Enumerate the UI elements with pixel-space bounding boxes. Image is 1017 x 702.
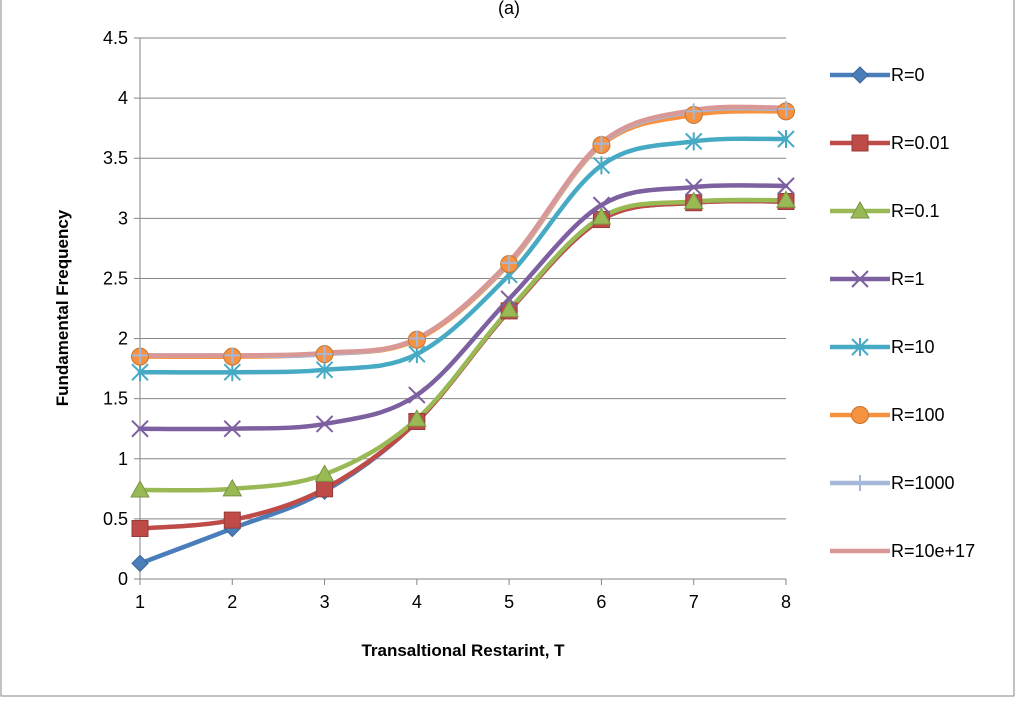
- x-tick-label: 4: [412, 592, 422, 612]
- y-tick-label: 4.5: [103, 28, 128, 48]
- data-point-r-1000: [593, 135, 610, 152]
- data-point-r-1: [408, 386, 426, 404]
- data-point-r-0-1: [683, 191, 704, 210]
- x-tick-labels: 1 2 3 4 5 6 7 8: [135, 592, 791, 612]
- x-tick-label: 6: [596, 592, 606, 612]
- data-point-r-0-01: [316, 480, 334, 498]
- data-point-r-0: [131, 554, 149, 573]
- data-point-r-1: [592, 196, 611, 214]
- series-line-r-10: [137, 136, 789, 375]
- data-point-r-1000: [408, 330, 425, 347]
- legend-label-r-0-1: R=0.1: [891, 201, 940, 221]
- data-point-r-0-1: [222, 478, 243, 497]
- data-point-r-10: [223, 363, 241, 382]
- y-tick-label: 0.5: [103, 509, 128, 529]
- x-tick-label: 1: [135, 592, 145, 612]
- series-line-r-10e-17: [137, 104, 789, 358]
- data-point-r-1: [500, 290, 518, 308]
- x-tick-label: 2: [227, 592, 237, 612]
- legend-label-r-0: R=0: [891, 65, 925, 85]
- y-tick-label: 4: [118, 88, 128, 108]
- data-point-r-1000: [316, 346, 333, 363]
- legend-label-r-1000: R=1000: [891, 473, 955, 493]
- x-tick-label: 8: [781, 592, 791, 612]
- y-tick-label: 1: [118, 449, 128, 469]
- y-tick-label: 0: [118, 569, 128, 589]
- legend-marker-r-1000: [852, 475, 868, 491]
- y-tick-label: 3.5: [103, 148, 128, 168]
- data-point-r-0-1: [130, 480, 150, 498]
- legend-marker-r-0-01: [851, 134, 869, 152]
- chart-title: (a): [498, 0, 520, 18]
- data-point-r-0-1: [499, 299, 519, 318]
- data-point-r-1: [685, 178, 703, 196]
- legend-marker-r-0-1: [850, 200, 870, 219]
- data-point-r-10: [592, 156, 611, 175]
- gridlines: [140, 37, 786, 520]
- y-axis-title: Fundamental Frequency: [53, 209, 72, 406]
- data-point-r-0-1: [314, 464, 335, 482]
- legend-label-r-0-01: R=0.01: [891, 133, 950, 153]
- data-point-r-10: [131, 363, 149, 382]
- x-tick-label: 5: [504, 592, 514, 612]
- data-point-r-0-01: [223, 511, 241, 529]
- series-lines: [137, 104, 789, 566]
- legend: R=0 R=0.01 R=0.1 R=1 R=10 R=100 R=1000 R=10e+17: [830, 65, 975, 561]
- x-axis-title: Transaltional Restarint, T: [361, 641, 565, 660]
- y-tick-label: 3: [118, 208, 128, 228]
- data-point-r-1000: [224, 347, 241, 364]
- legend-label-r-10e-17: R=10e+17: [891, 541, 975, 561]
- series-line-r-0-1: [137, 197, 789, 493]
- x-tick-label: 3: [320, 592, 330, 612]
- data-point-r-1000: [501, 254, 518, 271]
- data-point-r-0-1: [776, 190, 796, 208]
- data-point-r-1: [777, 177, 795, 195]
- data-point-r-0-1: [591, 207, 612, 225]
- data-point-r-1000: [132, 347, 148, 364]
- data-point-r-1: [223, 420, 241, 438]
- series-line-r-1: [137, 183, 789, 432]
- data-point-r-10: [685, 132, 703, 151]
- data-point-r-10: [315, 360, 334, 379]
- series-markers: [130, 100, 796, 573]
- data-point-r-0-01: [131, 520, 149, 538]
- y-tick-label: 2.5: [103, 268, 128, 288]
- legend-marker-r-100: [851, 406, 869, 424]
- y-tick-labels: 0 0.5 1 1.5 2 2.5 3 3.5 4 4.5: [103, 28, 128, 589]
- y-tick-label: 1.5: [103, 389, 128, 409]
- legend-label-r-10: R=10: [891, 337, 935, 357]
- legend-marker-r-10: [851, 338, 869, 356]
- y-tick-label: 2: [118, 329, 128, 349]
- data-point-r-10: [777, 129, 795, 148]
- data-point-r-1: [131, 420, 149, 438]
- data-point-r-0-1: [407, 409, 427, 427]
- legend-label-r-1: R=1: [891, 269, 925, 289]
- legend-label-r-100: R=100: [891, 405, 945, 425]
- data-point-r-1000: [685, 103, 702, 120]
- data-point-r-1000: [778, 100, 794, 117]
- legend-marker-r-0: [851, 66, 869, 84]
- legend-marker-r-1: [851, 270, 869, 288]
- x-tick-label: 7: [689, 592, 699, 612]
- data-point-r-1: [315, 415, 334, 433]
